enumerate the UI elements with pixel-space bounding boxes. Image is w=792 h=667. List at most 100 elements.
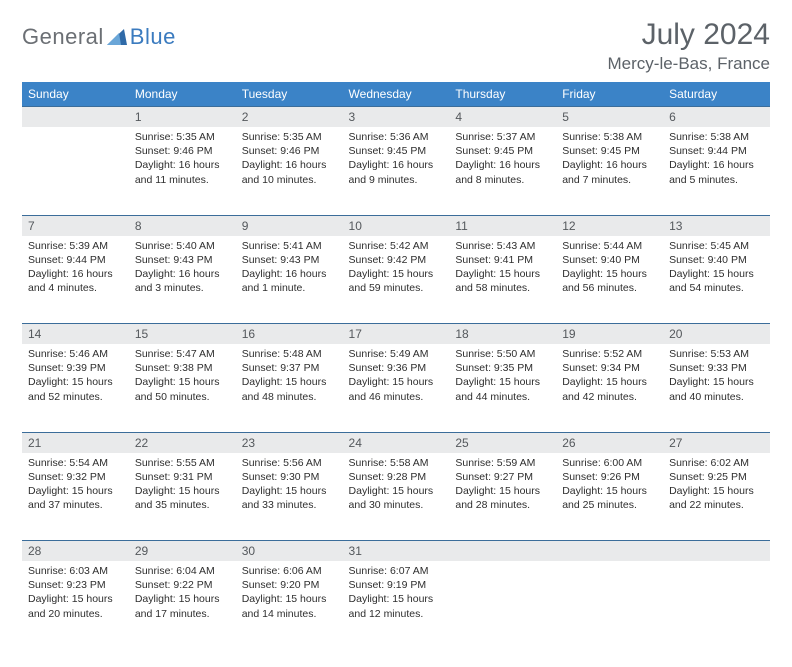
day-cell: Sunrise: 5:52 AMSunset: 9:34 PMDaylight:… bbox=[556, 344, 663, 432]
day-number-cell: 28 bbox=[22, 541, 129, 562]
day-number-cell: 29 bbox=[129, 541, 236, 562]
day-cell: Sunrise: 5:59 AMSunset: 9:27 PMDaylight:… bbox=[449, 453, 556, 541]
sunrise-line: Sunrise: 6:02 AM bbox=[669, 456, 764, 470]
day-cell-body: Sunrise: 6:07 AMSunset: 9:19 PMDaylight:… bbox=[343, 561, 450, 627]
day-cell: Sunrise: 5:53 AMSunset: 9:33 PMDaylight:… bbox=[663, 344, 770, 432]
weekday-header: Sunday bbox=[22, 82, 129, 107]
day-cell-body: Sunrise: 5:35 AMSunset: 9:46 PMDaylight:… bbox=[236, 127, 343, 193]
day-cell bbox=[22, 127, 129, 215]
sunset-line: Sunset: 9:42 PM bbox=[349, 253, 444, 267]
weekday-header: Friday bbox=[556, 82, 663, 107]
sunset-line: Sunset: 9:45 PM bbox=[455, 144, 550, 158]
day-cell-body: Sunrise: 5:45 AMSunset: 9:40 PMDaylight:… bbox=[663, 236, 770, 302]
day-number-cell: 15 bbox=[129, 324, 236, 345]
daylight-line: Daylight: 15 hours and 20 minutes. bbox=[28, 592, 123, 620]
weekday-header: Monday bbox=[129, 82, 236, 107]
day-cell-body: Sunrise: 5:42 AMSunset: 9:42 PMDaylight:… bbox=[343, 236, 450, 302]
sunrise-line: Sunrise: 5:49 AM bbox=[349, 347, 444, 361]
day-cell-body: Sunrise: 5:35 AMSunset: 9:46 PMDaylight:… bbox=[129, 127, 236, 193]
day-cell: Sunrise: 5:37 AMSunset: 9:45 PMDaylight:… bbox=[449, 127, 556, 215]
day-number-cell: 13 bbox=[663, 215, 770, 236]
day-cell: Sunrise: 5:36 AMSunset: 9:45 PMDaylight:… bbox=[343, 127, 450, 215]
day-number-cell bbox=[22, 107, 129, 128]
day-cell-body: Sunrise: 6:00 AMSunset: 9:26 PMDaylight:… bbox=[556, 453, 663, 519]
sunrise-line: Sunrise: 5:42 AM bbox=[349, 239, 444, 253]
day-number-cell bbox=[663, 541, 770, 562]
sunrise-line: Sunrise: 5:35 AM bbox=[242, 130, 337, 144]
sunrise-line: Sunrise: 5:48 AM bbox=[242, 347, 337, 361]
day-number-cell: 21 bbox=[22, 432, 129, 453]
day-cell: Sunrise: 5:35 AMSunset: 9:46 PMDaylight:… bbox=[236, 127, 343, 215]
sunrise-line: Sunrise: 6:06 AM bbox=[242, 564, 337, 578]
sunset-line: Sunset: 9:43 PM bbox=[242, 253, 337, 267]
week-row: Sunrise: 5:35 AMSunset: 9:46 PM Daylight:… bbox=[22, 127, 770, 215]
sunrise-line: Sunrise: 6:04 AM bbox=[135, 564, 230, 578]
day-number-cell: 3 bbox=[343, 107, 450, 128]
sunset-line: Sunset: 9:32 PM bbox=[28, 470, 123, 484]
sunset-line: Sunset: 9:43 PM bbox=[135, 253, 230, 267]
sunset-line: Sunset: 9:30 PM bbox=[242, 470, 337, 484]
sunrise-line: Sunrise: 5:53 AM bbox=[669, 347, 764, 361]
day-number-cell: 23 bbox=[236, 432, 343, 453]
daylight-line: Daylight: 15 hours and 46 minutes. bbox=[349, 375, 444, 403]
sunrise-line: Sunrise: 5:58 AM bbox=[349, 456, 444, 470]
sunrise-line: Sunrise: 5:40 AM bbox=[135, 239, 230, 253]
day-cell-body: Sunrise: 5:59 AMSunset: 9:27 PMDaylight:… bbox=[449, 453, 556, 519]
daylight-line: Daylight: 15 hours and 17 minutes. bbox=[135, 592, 230, 620]
sunset-line: Sunset: 9:34 PM bbox=[562, 361, 657, 375]
daylight-line: Daylight: 15 hours and 35 minutes. bbox=[135, 484, 230, 512]
sunset-line: Sunset: 9:27 PM bbox=[455, 470, 550, 484]
day-cell-body: Sunrise: 6:02 AMSunset: 9:25 PMDaylight:… bbox=[663, 453, 770, 519]
logo-text-general: General bbox=[22, 24, 104, 50]
sunset-line: Sunset: 9:23 PM bbox=[28, 578, 123, 592]
sunrise-line: Sunrise: 5:45 AM bbox=[669, 239, 764, 253]
day-cell: Sunrise: 6:07 AMSunset: 9:19 PMDaylight:… bbox=[343, 561, 450, 649]
day-number-cell: 9 bbox=[236, 215, 343, 236]
day-cell-body: Sunrise: 5:41 AMSunset: 9:43 PMDaylight:… bbox=[236, 236, 343, 302]
day-cell: Sunrise: 5:35 AMSunset: 9:46 PMDaylight:… bbox=[129, 127, 236, 215]
sunrise-line: Sunrise: 5:52 AM bbox=[562, 347, 657, 361]
sunset-line: Sunset: 9:26 PM bbox=[562, 470, 657, 484]
daylight-line: Daylight: 15 hours and 33 minutes. bbox=[242, 484, 337, 512]
day-number-cell: 14 bbox=[22, 324, 129, 345]
sunset-line: Sunset: 9:45 PM bbox=[562, 144, 657, 158]
day-cell: Sunrise: 6:03 AMSunset: 9:23 PMDaylight:… bbox=[22, 561, 129, 649]
daylight-line: Daylight: 15 hours and 25 minutes. bbox=[562, 484, 657, 512]
daylight-line: Daylight: 15 hours and 59 minutes. bbox=[349, 267, 444, 295]
day-cell bbox=[449, 561, 556, 649]
sunset-line: Sunset: 9:46 PM bbox=[242, 144, 337, 158]
sunrise-line: Sunrise: 5:55 AM bbox=[135, 456, 230, 470]
week-row: Sunrise: 5:54 AMSunset: 9:32 PMDaylight:… bbox=[22, 453, 770, 541]
daynum-row: 78910111213 bbox=[22, 215, 770, 236]
day-cell-body: Sunrise: 5:37 AMSunset: 9:45 PMDaylight:… bbox=[449, 127, 556, 193]
daylight-line: Daylight: 16 hours and 11 minutes. bbox=[135, 158, 230, 186]
sunset-line: Sunset: 9:37 PM bbox=[242, 361, 337, 375]
day-number-cell: 16 bbox=[236, 324, 343, 345]
sunrise-line: Sunrise: 6:00 AM bbox=[562, 456, 657, 470]
weekday-header: Wednesday bbox=[343, 82, 450, 107]
day-cell: Sunrise: 5:38 AMSunset: 9:45 PMDaylight:… bbox=[556, 127, 663, 215]
day-number-cell: 5 bbox=[556, 107, 663, 128]
daylight-line: Daylight: 16 hours and 3 minutes. bbox=[135, 267, 230, 295]
daylight-line: Daylight: 15 hours and 48 minutes. bbox=[242, 375, 337, 403]
day-cell: Sunrise: 5:58 AMSunset: 9:28 PMDaylight:… bbox=[343, 453, 450, 541]
day-number-cell: 30 bbox=[236, 541, 343, 562]
sunrise-line: Sunrise: 5:46 AM bbox=[28, 347, 123, 361]
day-number-cell: 10 bbox=[343, 215, 450, 236]
daynum-row: 21222324252627 bbox=[22, 432, 770, 453]
sunset-line: Sunset: 9:35 PM bbox=[455, 361, 550, 375]
daylight-line: Daylight: 15 hours and 12 minutes. bbox=[349, 592, 444, 620]
day-cell-body: Sunrise: 6:06 AMSunset: 9:20 PMDaylight:… bbox=[236, 561, 343, 627]
day-number-cell: 20 bbox=[663, 324, 770, 345]
day-cell: Sunrise: 5:47 AMSunset: 9:38 PMDaylight:… bbox=[129, 344, 236, 432]
day-cell: Sunrise: 5:43 AMSunset: 9:41 PMDaylight:… bbox=[449, 236, 556, 324]
day-cell: Sunrise: 5:48 AMSunset: 9:37 PMDaylight:… bbox=[236, 344, 343, 432]
day-cell-body: Sunrise: 5:50 AMSunset: 9:35 PMDaylight:… bbox=[449, 344, 556, 410]
weekday-header: Thursday bbox=[449, 82, 556, 107]
daylight-line: Daylight: 16 hours and 1 minute. bbox=[242, 267, 337, 295]
day-number-cell: 11 bbox=[449, 215, 556, 236]
week-row: Sunrise: 5:46 AMSunset: 9:39 PMDaylight:… bbox=[22, 344, 770, 432]
day-cell bbox=[556, 561, 663, 649]
day-cell-body: Sunrise: 5:58 AMSunset: 9:28 PMDaylight:… bbox=[343, 453, 450, 519]
day-number-cell: 6 bbox=[663, 107, 770, 128]
